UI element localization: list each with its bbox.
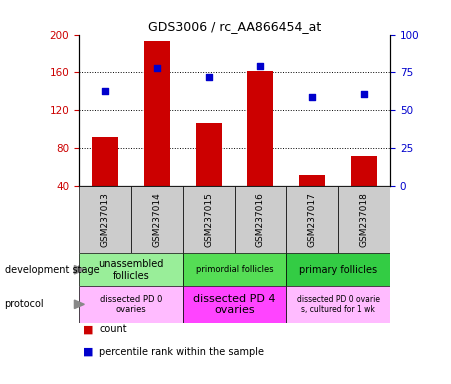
Text: protocol: protocol (5, 299, 44, 310)
Bar (183, 253, 286, 286)
Point (361, 91, 368, 97)
Bar (79, 286, 183, 323)
Bar (183, 186, 235, 253)
Bar (248, 71, 273, 186)
Text: dissected PD 0
ovaries: dissected PD 0 ovaries (100, 295, 162, 314)
Bar (196, 123, 221, 186)
Bar (286, 186, 338, 253)
Text: dissected PD 4
ovaries: dissected PD 4 ovaries (193, 293, 276, 315)
Bar (286, 253, 390, 286)
Bar (338, 186, 390, 253)
Text: primordial follicles: primordial follicles (196, 265, 273, 274)
Text: development stage: development stage (5, 265, 99, 275)
Text: primary follicles: primary follicles (299, 265, 377, 275)
Bar (131, 186, 183, 253)
Bar (286, 286, 390, 323)
Text: GSM237014: GSM237014 (152, 192, 161, 247)
Text: GSM237018: GSM237018 (360, 192, 368, 247)
Point (101, 88, 108, 94)
Bar (79, 253, 183, 286)
Title: GDS3006 / rc_AA866454_at: GDS3006 / rc_AA866454_at (148, 20, 321, 33)
Point (153, 65, 160, 71)
Point (308, 94, 316, 100)
Bar (92, 137, 118, 186)
Text: GSM237016: GSM237016 (256, 192, 265, 247)
Text: GSM237015: GSM237015 (204, 192, 213, 247)
Text: GSM237013: GSM237013 (101, 192, 109, 247)
Bar (351, 156, 377, 186)
Text: GSM237017: GSM237017 (308, 192, 317, 247)
Bar (144, 41, 170, 186)
Point (205, 74, 212, 80)
Text: ■: ■ (83, 324, 94, 334)
Polygon shape (74, 300, 84, 309)
Text: dissected PD 0 ovarie
s, cultured for 1 wk: dissected PD 0 ovarie s, cultured for 1 … (297, 295, 380, 314)
Text: ■: ■ (83, 347, 94, 357)
Bar (299, 175, 325, 186)
Text: percentile rank within the sample: percentile rank within the sample (99, 347, 264, 357)
Polygon shape (74, 266, 84, 274)
Point (257, 63, 264, 70)
Bar (183, 286, 286, 323)
Text: count: count (99, 324, 127, 334)
Text: unassembled
follicles: unassembled follicles (98, 259, 163, 281)
Bar (79, 186, 131, 253)
Bar (235, 186, 286, 253)
